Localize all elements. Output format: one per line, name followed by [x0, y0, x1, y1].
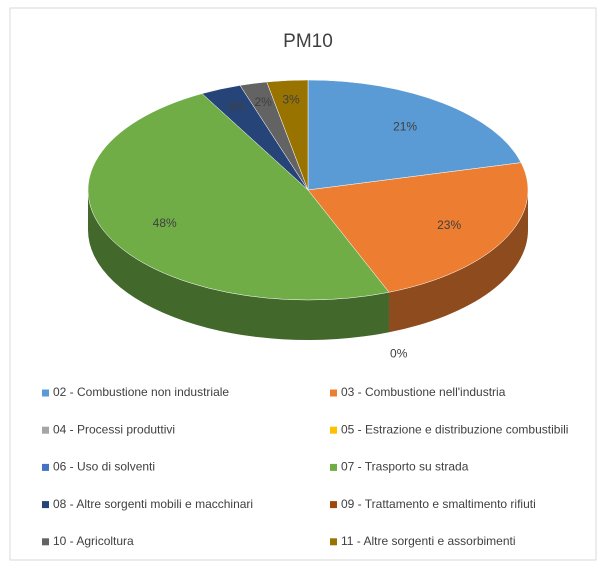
- data-label: 48%: [153, 216, 177, 230]
- legend-label: 03 - Combustione nell'industria: [341, 385, 506, 399]
- data-label: 0%: [390, 347, 408, 361]
- pie-slice: [307, 79, 522, 191]
- data-label: 21%: [393, 120, 417, 134]
- legend-swatch: [42, 389, 49, 397]
- pie-tops: [87, 79, 529, 301]
- legend-label: 10 - Agricoltura: [53, 534, 134, 548]
- data-label: 3%: [228, 99, 246, 113]
- legend-label: 02 - Combustione non industriale: [53, 385, 229, 399]
- data-label: 2%: [254, 95, 272, 109]
- legend-swatch: [42, 426, 49, 434]
- legend-label: 09 - Trattamento e smaltimento rifiuti: [341, 497, 536, 511]
- legend-label: 07 - Trasporto su strada: [341, 460, 469, 474]
- pie-slice: [87, 93, 390, 301]
- legend-swatch: [330, 389, 337, 397]
- legend-swatch: [42, 501, 49, 509]
- legend-label: 04 - Processi produttivi: [53, 422, 175, 436]
- legend-label: 08 - Altre sorgenti mobili e macchinari: [53, 497, 253, 511]
- legend-swatch: [42, 463, 49, 471]
- pie-slice: [307, 162, 529, 293]
- pie-side: [388, 190, 528, 333]
- legend-swatch: [42, 538, 49, 546]
- legend-swatch: [330, 426, 337, 434]
- data-label: 23%: [437, 218, 461, 232]
- chart-title: PM10: [283, 31, 333, 52]
- legend-swatch: [330, 463, 337, 471]
- data-label: 3%: [282, 92, 300, 106]
- pie-sides: [88, 190, 528, 340]
- legend-label: 05 - Estrazione e distribuzione combusti…: [341, 422, 568, 436]
- pie-side: [88, 190, 389, 340]
- legend-swatch: [330, 538, 337, 546]
- pie-slice: [266, 79, 309, 191]
- legend-label: 11 - Altre sorgenti e assorbimenti: [341, 534, 516, 548]
- legend-label: 06 - Uso di solventi: [53, 460, 155, 474]
- legend-swatch: [330, 501, 337, 509]
